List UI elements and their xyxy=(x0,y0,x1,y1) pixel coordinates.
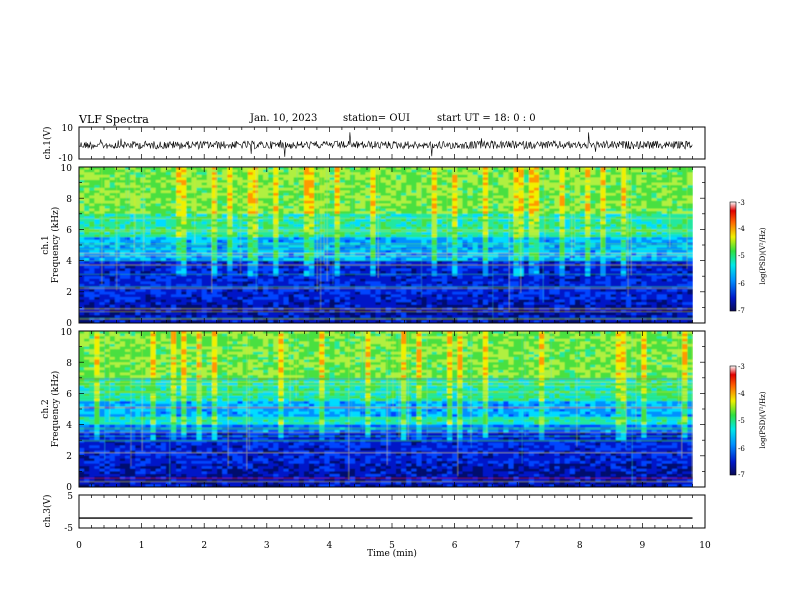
ch2-colorbar-tick-m6: -6 xyxy=(738,445,745,453)
ch1-colorbar-label: log(PSD)(V²/Hz) xyxy=(759,227,767,284)
time-axis-label: Time (min) xyxy=(367,548,417,559)
ch2-spectrogram-ytick-6: 6 xyxy=(66,390,72,400)
ch1-waveform-ylabel: ch.1(V) xyxy=(42,127,53,160)
ch2-spectrogram-ytick-8: 8 xyxy=(66,359,72,369)
ch1-spectrogram-ytick-10: 10 xyxy=(61,164,73,174)
ch3-waveform-panel: 5 -5 ch.3(V) 0 1 2 3 4 5 6 7 8 9 10 Time (min) xyxy=(42,492,711,559)
time-axis-tick-label: 6 xyxy=(452,541,458,551)
ch2-colorbar-tick-m7: -7 xyxy=(738,471,745,479)
ch2-spectrogram-ylabel: ch.2Frequency (kHz) xyxy=(41,371,61,448)
ch2-spectrogram-panel: 0 2 4 6 8 10 ch.2Frequency (kHz) xyxy=(41,328,706,493)
ch3-waveform-ytick-top: 5 xyxy=(67,492,73,502)
ch2-colorbar: -3 -4 -5 -6 -7 log(PSD)(V²/Hz) xyxy=(729,363,767,479)
ch1-colorbar-tick-m6: -6 xyxy=(738,280,745,288)
time-axis-tick-label: 3 xyxy=(264,541,270,551)
ch3-waveform-ytick-bottom: -5 xyxy=(64,524,73,534)
ch2-spectrogram-image xyxy=(79,331,693,488)
ch1-colorbar-tick-m4: -4 xyxy=(738,225,745,233)
time-axis-tick-label: 7 xyxy=(514,541,520,551)
ch1-waveform-ytick-top: 10 xyxy=(62,124,74,134)
ch1-waveform-line xyxy=(78,132,693,157)
header-date: Jan. 10, 2023 xyxy=(250,113,318,124)
ch2-spectrogram-ytick-10: 10 xyxy=(61,328,73,338)
ch2-colorbar-tick-m5: -5 xyxy=(738,417,745,425)
ch1-colorbar-gradient xyxy=(729,201,737,312)
time-axis-tick-label: 10 xyxy=(699,541,711,551)
ch1-colorbar-tick-m7: -7 xyxy=(738,307,745,315)
ch1-spectrogram-panel: 0 2 4 6 8 10 ch.1Frequency (kHz) xyxy=(41,164,706,329)
ch1-spectrogram-ytick-8: 8 xyxy=(66,195,72,205)
ch3-waveform-ylabel: ch.3(V) xyxy=(42,495,53,528)
time-axis-tick-label: 9 xyxy=(640,541,646,551)
time-axis-tick-label: 8 xyxy=(577,541,583,551)
ch2-spectrogram-ytick-4: 4 xyxy=(66,421,72,431)
ch1-spectrogram-ytick-4: 4 xyxy=(66,257,72,267)
time-axis-tick-label: 2 xyxy=(201,541,207,551)
ch1-waveform-ytick-bottom: -10 xyxy=(59,154,74,164)
figure-title: VLF Spectra xyxy=(79,113,149,126)
ch2-spectrogram-ytick-0: 0 xyxy=(66,483,72,493)
header-start-time: start UT = 18: 0 : 0 xyxy=(437,113,536,124)
ch2-colorbar-tick-m4: -4 xyxy=(738,390,745,398)
ch2-spectrogram-ytick-2: 2 xyxy=(66,452,72,462)
header-station: station= OUI xyxy=(343,113,410,124)
ch1-spectrogram-ylabel: ch.1Frequency (kHz) xyxy=(41,207,61,284)
time-axis-tick-label: 5 xyxy=(389,541,395,551)
time-axis-tick-labels: 0 1 2 3 4 5 6 7 8 9 10 xyxy=(76,541,711,551)
ch2-colorbar-tick-m3: -3 xyxy=(738,363,745,371)
ch1-spectrogram-ytick-2: 2 xyxy=(66,288,72,298)
time-axis-tick-label: 0 xyxy=(76,541,82,551)
ch1-spectrogram-ytick-0: 0 xyxy=(66,319,72,329)
ch1-colorbar-tick-m5: -5 xyxy=(738,252,745,260)
time-axis-tick-label: 4 xyxy=(327,541,333,551)
ch2-colorbar-label: log(PSD)(V²/Hz) xyxy=(759,391,767,448)
ch1-colorbar: -3 -4 -5 -6 -7 log(PSD)(V²/Hz) xyxy=(729,199,767,315)
time-axis-tick-label: 1 xyxy=(139,541,145,551)
ch2-colorbar-gradient xyxy=(729,365,737,476)
ch1-colorbar-tick-m3: -3 xyxy=(738,199,745,207)
ch1-spectrogram-image xyxy=(79,167,693,324)
ch1-spectrogram-ytick-6: 6 xyxy=(66,226,72,236)
axis-ticks xyxy=(78,127,706,528)
